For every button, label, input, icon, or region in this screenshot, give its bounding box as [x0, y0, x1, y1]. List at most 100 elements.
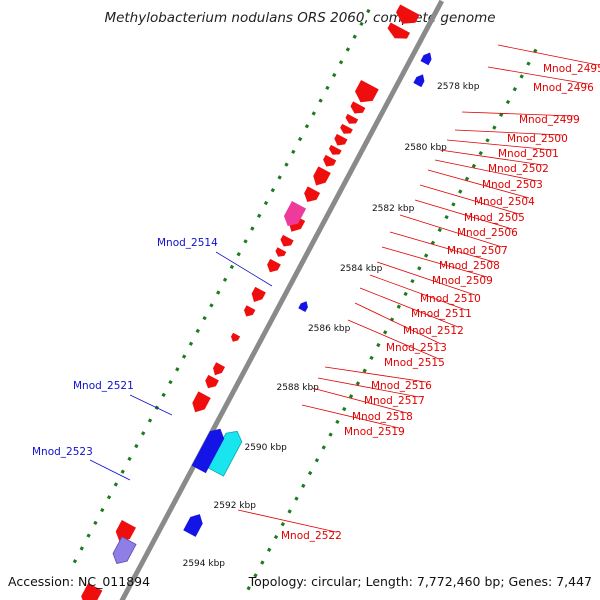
tick-dot — [120, 469, 125, 474]
topology-summary: Topology: circular; Length: 7,772,460 bp… — [248, 574, 592, 589]
tick-dot — [410, 278, 415, 284]
gene-label: Mnod_2502 — [488, 163, 549, 175]
scale-label: 2586 kbp — [308, 324, 351, 334]
tick-dot — [297, 136, 303, 142]
gene-label: Mnod_2511 — [411, 308, 472, 320]
gene-shape — [283, 201, 307, 227]
gene-label: Mnod_2510 — [420, 293, 481, 305]
gene-label: Mnod_2501 — [498, 148, 559, 160]
forward-gene — [280, 234, 294, 247]
forward-gene — [304, 186, 321, 203]
tick-dot — [369, 355, 374, 361]
gene-shape — [183, 514, 203, 537]
tick-dot — [366, 8, 371, 14]
gene-label: Mnod_2518 — [352, 411, 413, 423]
highlight-gene-magenta — [283, 201, 307, 227]
leader-line — [369, 274, 467, 311]
leader-line — [497, 44, 599, 66]
reverse-gene — [183, 514, 203, 537]
accession-label: Accession: NC_011894 — [8, 574, 151, 589]
leader-line — [461, 111, 575, 117]
highlight-gene-lavender — [112, 536, 137, 564]
tick-dot — [291, 149, 296, 154]
gene-shape — [192, 391, 211, 413]
leader-line — [317, 377, 420, 398]
tick-dot — [222, 277, 228, 282]
tick-dot — [216, 290, 221, 295]
tick-dot — [332, 72, 337, 78]
forward-gene — [115, 520, 136, 542]
gene-label: Mnod_2522 — [281, 530, 342, 542]
gene-shape — [413, 74, 425, 88]
tick-dot — [355, 381, 361, 386]
forward-gene — [387, 22, 411, 39]
tick-dot — [79, 546, 84, 551]
forward-gene — [345, 113, 359, 124]
gene-shape — [275, 247, 287, 257]
gene-shape — [328, 144, 342, 155]
tick-dot — [325, 85, 330, 91]
tick-dot — [270, 188, 275, 193]
tick-dot — [195, 328, 200, 334]
forward-gene — [205, 374, 219, 389]
reverse-gene — [298, 301, 308, 313]
tick-dot — [478, 151, 483, 156]
gene-label: Mnod_2499 — [519, 114, 580, 126]
tick-dot — [127, 456, 132, 462]
leader-line — [419, 184, 520, 215]
tick-dot — [147, 418, 153, 423]
gene-shape — [207, 430, 243, 477]
tick-dot — [188, 341, 194, 346]
scale-tick-track-right — [72, 8, 371, 564]
gene-label: Mnod_2500 — [507, 133, 568, 145]
leader-line — [446, 139, 554, 151]
tick-dot — [403, 291, 408, 297]
tick-dot — [86, 533, 91, 538]
forward-gene — [328, 144, 342, 155]
forward-gene — [243, 305, 256, 317]
gene-shape — [323, 154, 337, 167]
gene-shape — [313, 166, 331, 186]
forward-gene — [340, 123, 353, 134]
tick-dot — [181, 354, 187, 359]
leader-line — [427, 169, 530, 199]
tick-dot — [376, 342, 381, 348]
tick-dot — [444, 214, 449, 220]
scale-label: 2580 kbp — [404, 143, 447, 153]
gene-shape — [243, 305, 256, 317]
gene-shape — [345, 113, 359, 124]
tick-dot — [362, 368, 367, 373]
gene-shape — [340, 123, 353, 134]
gene-shape — [387, 22, 411, 39]
tick-dot — [307, 470, 313, 476]
tick-dot — [175, 367, 180, 372]
forward-gene — [230, 332, 241, 342]
gene-shape — [230, 332, 241, 342]
scale-label: 2582 kbp — [372, 204, 415, 214]
tick-dot — [321, 445, 326, 450]
gene-shape — [81, 583, 103, 600]
tick-dot — [284, 162, 289, 167]
gene-shape — [354, 79, 379, 103]
gene-label: Mnod_2516 — [371, 380, 432, 392]
gene-shape — [191, 428, 225, 474]
tick-dot — [485, 138, 490, 143]
gene-shape — [213, 362, 226, 376]
forward-gene — [313, 166, 331, 186]
tick-dot — [236, 252, 241, 257]
scale-label: 2578 kbp — [437, 82, 480, 92]
gene-shape — [334, 133, 348, 146]
forward-gene — [251, 286, 266, 303]
tick-dot — [267, 547, 272, 552]
gene-label: Mnod_2504 — [474, 196, 535, 208]
tick-dot — [342, 406, 347, 412]
tick-dot — [280, 522, 285, 527]
gene-label: Mnod_2513 — [386, 342, 447, 354]
gene-label: Mnod_2508 — [439, 260, 500, 272]
tick-dot — [311, 111, 316, 116]
gene-shape — [395, 4, 420, 24]
tick-dot — [318, 98, 323, 103]
tick-dot — [161, 392, 166, 398]
gene-label: Mnod_2514 — [157, 237, 218, 249]
tick-dot — [263, 200, 269, 206]
